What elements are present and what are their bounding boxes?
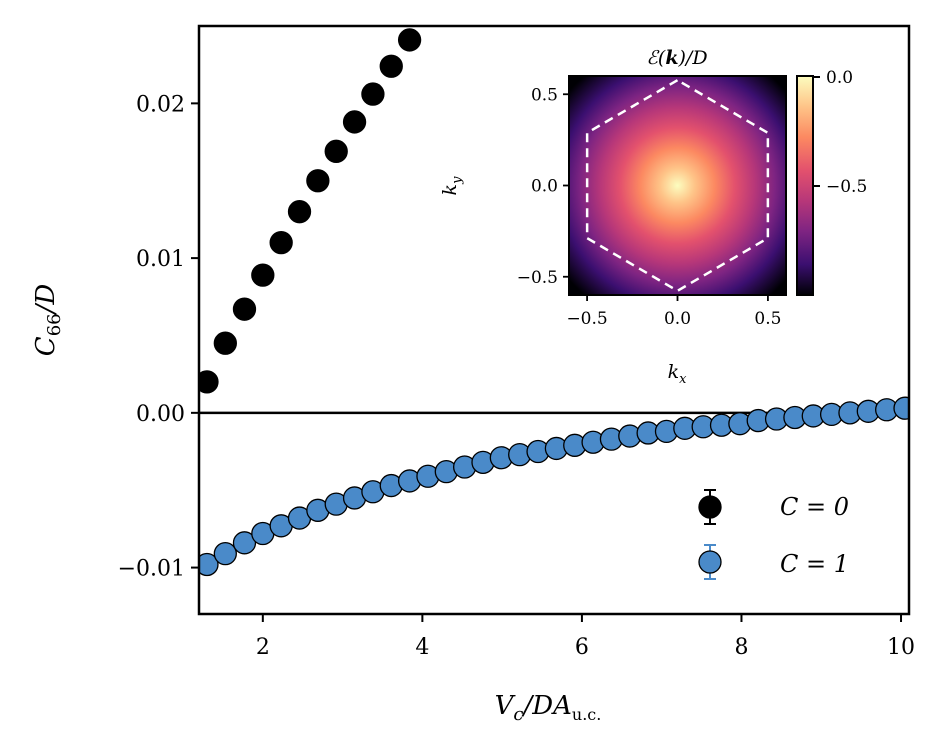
colorbar: 0.0 −0.5 (796, 68, 867, 296)
series-1-point-38 (893, 396, 909, 420)
series-0-point-4 (269, 230, 293, 255)
series-0-point-11 (397, 28, 422, 52)
inset-x-tick-label-2: 0.5 (754, 309, 781, 329)
plot-frame (197, 24, 911, 616)
colorbar-gradient (796, 75, 814, 296)
legend-item-c0: C = 0 (698, 489, 849, 525)
legend-marker-c0 (698, 495, 722, 519)
series-0-point-1 (213, 331, 237, 355)
legend-item-c1: C = 1 (698, 544, 849, 580)
x-tick-label-4: 10 (887, 635, 915, 660)
x-axis-ticks: 2 4 6 8 10 (256, 614, 915, 660)
inset-x-axis-title: kx (668, 361, 688, 387)
series-0-point-9 (361, 82, 385, 106)
series-1-point-0 (199, 552, 219, 577)
inset-x-tick-label-0: −0.5 (566, 309, 607, 329)
x-tick-label-2: 6 (575, 635, 589, 660)
legend-label-c1: C = 1 (780, 550, 849, 578)
inset-y-axis-title: ky (439, 176, 465, 196)
series-0-point-8 (342, 110, 367, 134)
series-0-point-2 (232, 297, 257, 321)
series-0-point-3 (251, 263, 275, 287)
colorbar-tick-label-1: −0.5 (826, 177, 867, 197)
x-tick-label-3: 8 (734, 635, 748, 660)
series-0-point-6 (306, 169, 330, 193)
inset-y-tick-label-1: 0.0 (531, 177, 558, 197)
inset-x-tick-label-1: 0.0 (664, 309, 691, 329)
legend-label-c0: C = 0 (780, 493, 849, 521)
inset-y-tick-label-0: −0.5 (517, 268, 558, 288)
series-0-point-7 (324, 139, 348, 163)
series-0-point-0 (199, 370, 219, 394)
inset-x-ticks: −0.5 0.0 0.5 (566, 295, 781, 329)
y-tick-label-2: 0.01 (136, 247, 185, 272)
colorbar-tick-label-0: 0.0 (826, 68, 853, 88)
series-0-point-10 (379, 54, 403, 78)
y-tick-label-0: −0.01 (118, 557, 185, 582)
x-tick-label-0: 2 (256, 635, 270, 660)
y-tick-label-1: 0.00 (136, 402, 185, 427)
series-1-point-1 (213, 542, 237, 566)
y-axis-ticks: −0.01 0.00 0.01 0.02 (118, 92, 199, 582)
inset-y-tick-label-2: 0.5 (531, 85, 558, 105)
inset-title: ℰ(k)/D (646, 47, 707, 69)
y-axis-title: C66/D (31, 284, 65, 357)
series-1-point-2 (232, 531, 257, 555)
inset-heatmap-image (569, 76, 786, 295)
series-c0-points (199, 28, 422, 394)
legend-marker-c1 (698, 550, 722, 574)
inset-heatmap: −0.5 0.0 0.5 −0.5 0.0 0.5 ℰ(k)/D kx ky (439, 47, 787, 387)
series-0-point-5 (287, 200, 312, 224)
inset-y-ticks: −0.5 0.0 0.5 (517, 85, 569, 288)
x-axis-title: Vc/DAu.c. (495, 691, 602, 725)
x-tick-label-1: 4 (415, 635, 429, 660)
series-c1-points (199, 396, 909, 577)
legend: C = 0 C = 1 (698, 489, 849, 580)
y-tick-label-3: 0.02 (136, 92, 185, 117)
